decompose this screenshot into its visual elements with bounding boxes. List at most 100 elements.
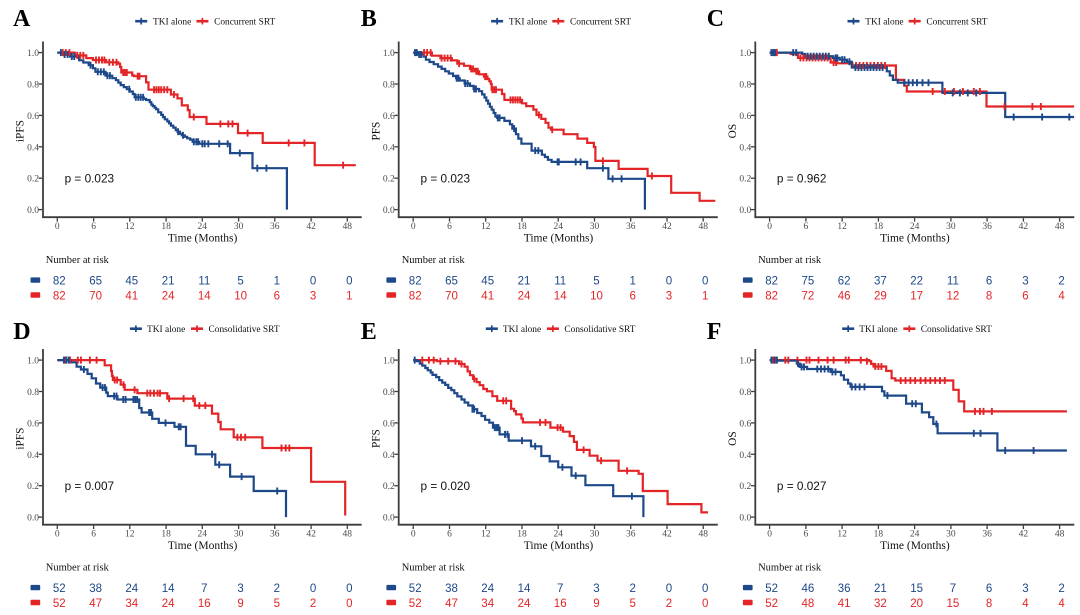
svg-text:62: 62 [838,275,851,287]
svg-text:0: 0 [55,530,60,540]
svg-text:Time (Months): Time (Months) [168,233,238,245]
svg-text:TKI alone: TKI alone [503,325,541,335]
svg-text:10: 10 [590,290,603,302]
svg-text:18: 18 [161,222,171,232]
svg-text:p = 0.020: p = 0.020 [421,479,471,493]
svg-text:p = 0.023: p = 0.023 [65,171,115,185]
svg-text:75: 75 [802,275,815,287]
svg-text:11: 11 [198,275,210,287]
svg-text:45: 45 [481,275,494,287]
svg-text:4: 4 [1058,290,1065,302]
svg-text:Number at risk: Number at risk [46,563,110,574]
svg-text:Concurrent SRT: Concurrent SRT [570,18,631,28]
svg-text:82: 82 [765,275,778,287]
svg-text:0.8: 0.8 [739,81,751,91]
svg-text:0: 0 [310,275,316,287]
svg-text:D: D [13,319,30,345]
svg-text:Time (Months): Time (Months) [524,233,594,245]
svg-text:0.0: 0.0 [739,206,751,216]
svg-text:46: 46 [802,583,815,595]
svg-text:52: 52 [53,583,66,595]
svg-text:1: 1 [346,290,352,302]
svg-text:7: 7 [950,583,956,595]
svg-text:52: 52 [765,583,778,595]
svg-text:2: 2 [629,583,635,595]
svg-text:24: 24 [162,290,175,302]
svg-text:7: 7 [557,583,563,595]
svg-text:11: 11 [554,275,566,287]
svg-text:0: 0 [702,275,708,287]
svg-text:6: 6 [629,290,635,302]
svg-text:0: 0 [702,598,708,610]
svg-text:24: 24 [198,222,208,232]
svg-text:OS: OS [727,431,739,445]
svg-text:36: 36 [270,222,280,232]
svg-text:Time (Months): Time (Months) [168,540,238,552]
svg-text:0.2: 0.2 [383,175,395,185]
svg-text:36: 36 [626,530,636,540]
svg-text:0: 0 [55,222,60,232]
svg-text:42: 42 [662,222,672,232]
svg-text:7: 7 [201,583,207,595]
svg-text:3: 3 [666,290,672,302]
svg-text:0: 0 [346,598,352,610]
svg-text:42: 42 [662,530,672,540]
svg-text:18: 18 [517,222,527,232]
svg-text:36: 36 [982,222,992,232]
svg-text:0: 0 [346,583,352,595]
svg-text:6: 6 [986,583,992,595]
svg-text:Number at risk: Number at risk [402,563,466,574]
svg-text:37: 37 [874,275,887,287]
svg-text:52: 52 [409,583,422,595]
svg-text:iPFS: iPFS [15,120,27,142]
svg-text:1.0: 1.0 [27,357,39,367]
svg-text:42: 42 [306,530,316,540]
svg-text:0.6: 0.6 [739,419,751,429]
svg-text:14: 14 [518,583,531,595]
svg-text:48: 48 [343,222,353,232]
svg-text:10: 10 [234,290,247,302]
svg-text:3: 3 [310,290,316,302]
svg-text:24: 24 [198,530,208,540]
svg-text:TKI alone: TKI alone [153,18,191,28]
svg-text:41: 41 [125,290,138,302]
svg-text:TKI alone: TKI alone [509,18,547,28]
svg-text:12: 12 [481,530,491,540]
svg-text:1.0: 1.0 [739,49,751,59]
svg-text:41: 41 [481,290,494,302]
svg-text:3: 3 [237,583,243,595]
svg-text:48: 48 [802,598,815,610]
svg-text:6: 6 [274,290,280,302]
svg-text:8: 8 [986,290,992,302]
svg-text:1: 1 [702,290,708,302]
svg-text:6: 6 [1022,290,1028,302]
svg-text:11: 11 [947,275,959,287]
svg-text:0.4: 0.4 [27,451,39,461]
svg-text:24: 24 [910,530,920,540]
svg-text:iPFS: iPFS [15,428,27,450]
svg-text:18: 18 [874,530,884,540]
svg-text:72: 72 [802,290,815,302]
svg-text:TKI alone: TKI alone [859,325,897,335]
svg-text:0.2: 0.2 [383,482,395,492]
svg-text:46: 46 [838,290,851,302]
svg-text:32: 32 [874,598,887,610]
svg-text:F: F [707,319,722,345]
svg-text:6: 6 [804,222,809,232]
svg-text:24: 24 [910,222,920,232]
svg-text:0: 0 [702,583,708,595]
svg-text:p = 0.962: p = 0.962 [777,171,827,185]
svg-text:0.6: 0.6 [383,419,395,429]
svg-text:82: 82 [53,275,66,287]
svg-text:30: 30 [590,530,600,540]
svg-text:0.2: 0.2 [739,175,751,185]
svg-text:45: 45 [125,275,138,287]
svg-text:20: 20 [910,598,923,610]
svg-text:30: 30 [234,222,244,232]
svg-text:36: 36 [626,222,636,232]
svg-text:12: 12 [947,290,960,302]
svg-text:36: 36 [982,530,992,540]
svg-text:8: 8 [986,598,992,610]
svg-text:41: 41 [838,598,851,610]
svg-text:0.2: 0.2 [27,175,39,185]
